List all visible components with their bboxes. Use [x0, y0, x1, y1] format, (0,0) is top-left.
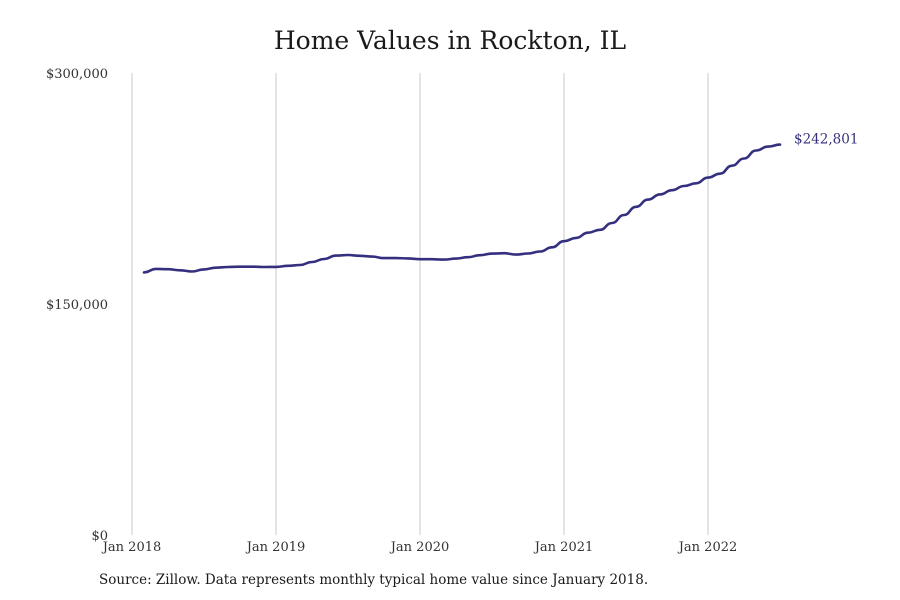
source-note: Source: Zillow. Data represents monthly …	[99, 572, 649, 588]
chart-title: Home Values in Rockton, IL	[273, 26, 627, 55]
x-tick-label: Jan 2019	[245, 540, 306, 555]
x-axis-ticks: Jan 2018 Jan 2019 Jan 2020 Jan 2021 Jan 2022	[101, 540, 738, 555]
series-line	[142, 143, 782, 274]
x-tick-label: Jan 2020	[389, 540, 450, 555]
y-axis-ticks: $0 $150,000 $300,000	[46, 67, 108, 544]
y-tick-label: $0	[91, 529, 108, 544]
x-tick-label: Jan 2018	[101, 540, 162, 555]
end-value-label: $242,801	[794, 132, 858, 148]
x-tick-label: Jan 2022	[677, 540, 738, 555]
y-tick-label: $150,000	[46, 298, 108, 313]
y-tick-label: $300,000	[46, 67, 108, 82]
x-tick-label: Jan 2021	[533, 540, 594, 555]
grid-lines	[131, 73, 709, 535]
